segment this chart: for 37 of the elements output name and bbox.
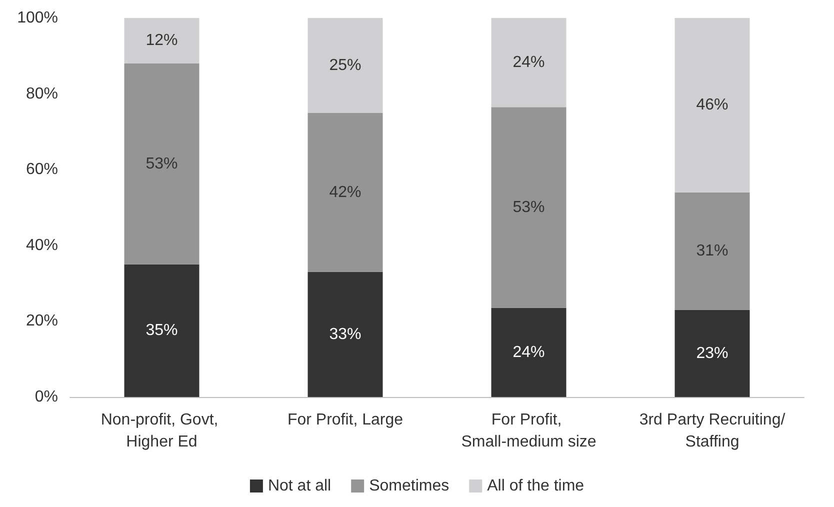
legend-label: All of the time bbox=[487, 478, 584, 494]
bar bbox=[124, 264, 200, 397]
y-tick-label: 40% bbox=[26, 236, 58, 254]
bar bbox=[491, 18, 566, 108]
x-tick-label: 3rd Party Recruiting/Staffing bbox=[639, 412, 786, 450]
bar bbox=[308, 18, 383, 113]
x-tick-label: For Profit, Small-medium size bbox=[461, 412, 596, 450]
y-tick-label: 0% bbox=[34, 388, 58, 406]
x-tick-label: Non-profit, Govt, Higher Ed bbox=[100, 412, 223, 450]
data-label: 23% bbox=[696, 344, 728, 362]
data-label: 25% bbox=[329, 56, 362, 74]
y-tick-label: 60% bbox=[26, 161, 58, 178]
legend-label: Sometimes bbox=[369, 478, 450, 494]
data-label: 24% bbox=[512, 344, 545, 361]
y-tick-label: 100% bbox=[17, 10, 58, 26]
legend-label: Not at all bbox=[268, 478, 332, 494]
bar bbox=[491, 107, 566, 308]
data-label: 35% bbox=[146, 322, 178, 340]
bar bbox=[308, 272, 383, 397]
bar bbox=[674, 192, 750, 310]
data-label: 42% bbox=[329, 184, 362, 201]
data-label: 31% bbox=[696, 242, 728, 260]
data-label: 53% bbox=[146, 155, 178, 172]
bar bbox=[674, 310, 750, 397]
bar bbox=[124, 18, 200, 64]
y-tick-label: 80% bbox=[26, 85, 58, 102]
data-label: 12% bbox=[146, 32, 178, 50]
data-label: 53% bbox=[512, 199, 545, 216]
bar bbox=[308, 112, 383, 272]
data-label: 46% bbox=[696, 96, 728, 114]
bar bbox=[674, 18, 750, 192]
data-label: 33% bbox=[329, 326, 362, 343]
data-label: 24% bbox=[512, 54, 545, 72]
bar bbox=[491, 308, 566, 397]
bar bbox=[124, 63, 200, 264]
x-tick-label: For Profit, Large bbox=[287, 412, 404, 428]
y-tick-label: 20% bbox=[26, 312, 58, 330]
